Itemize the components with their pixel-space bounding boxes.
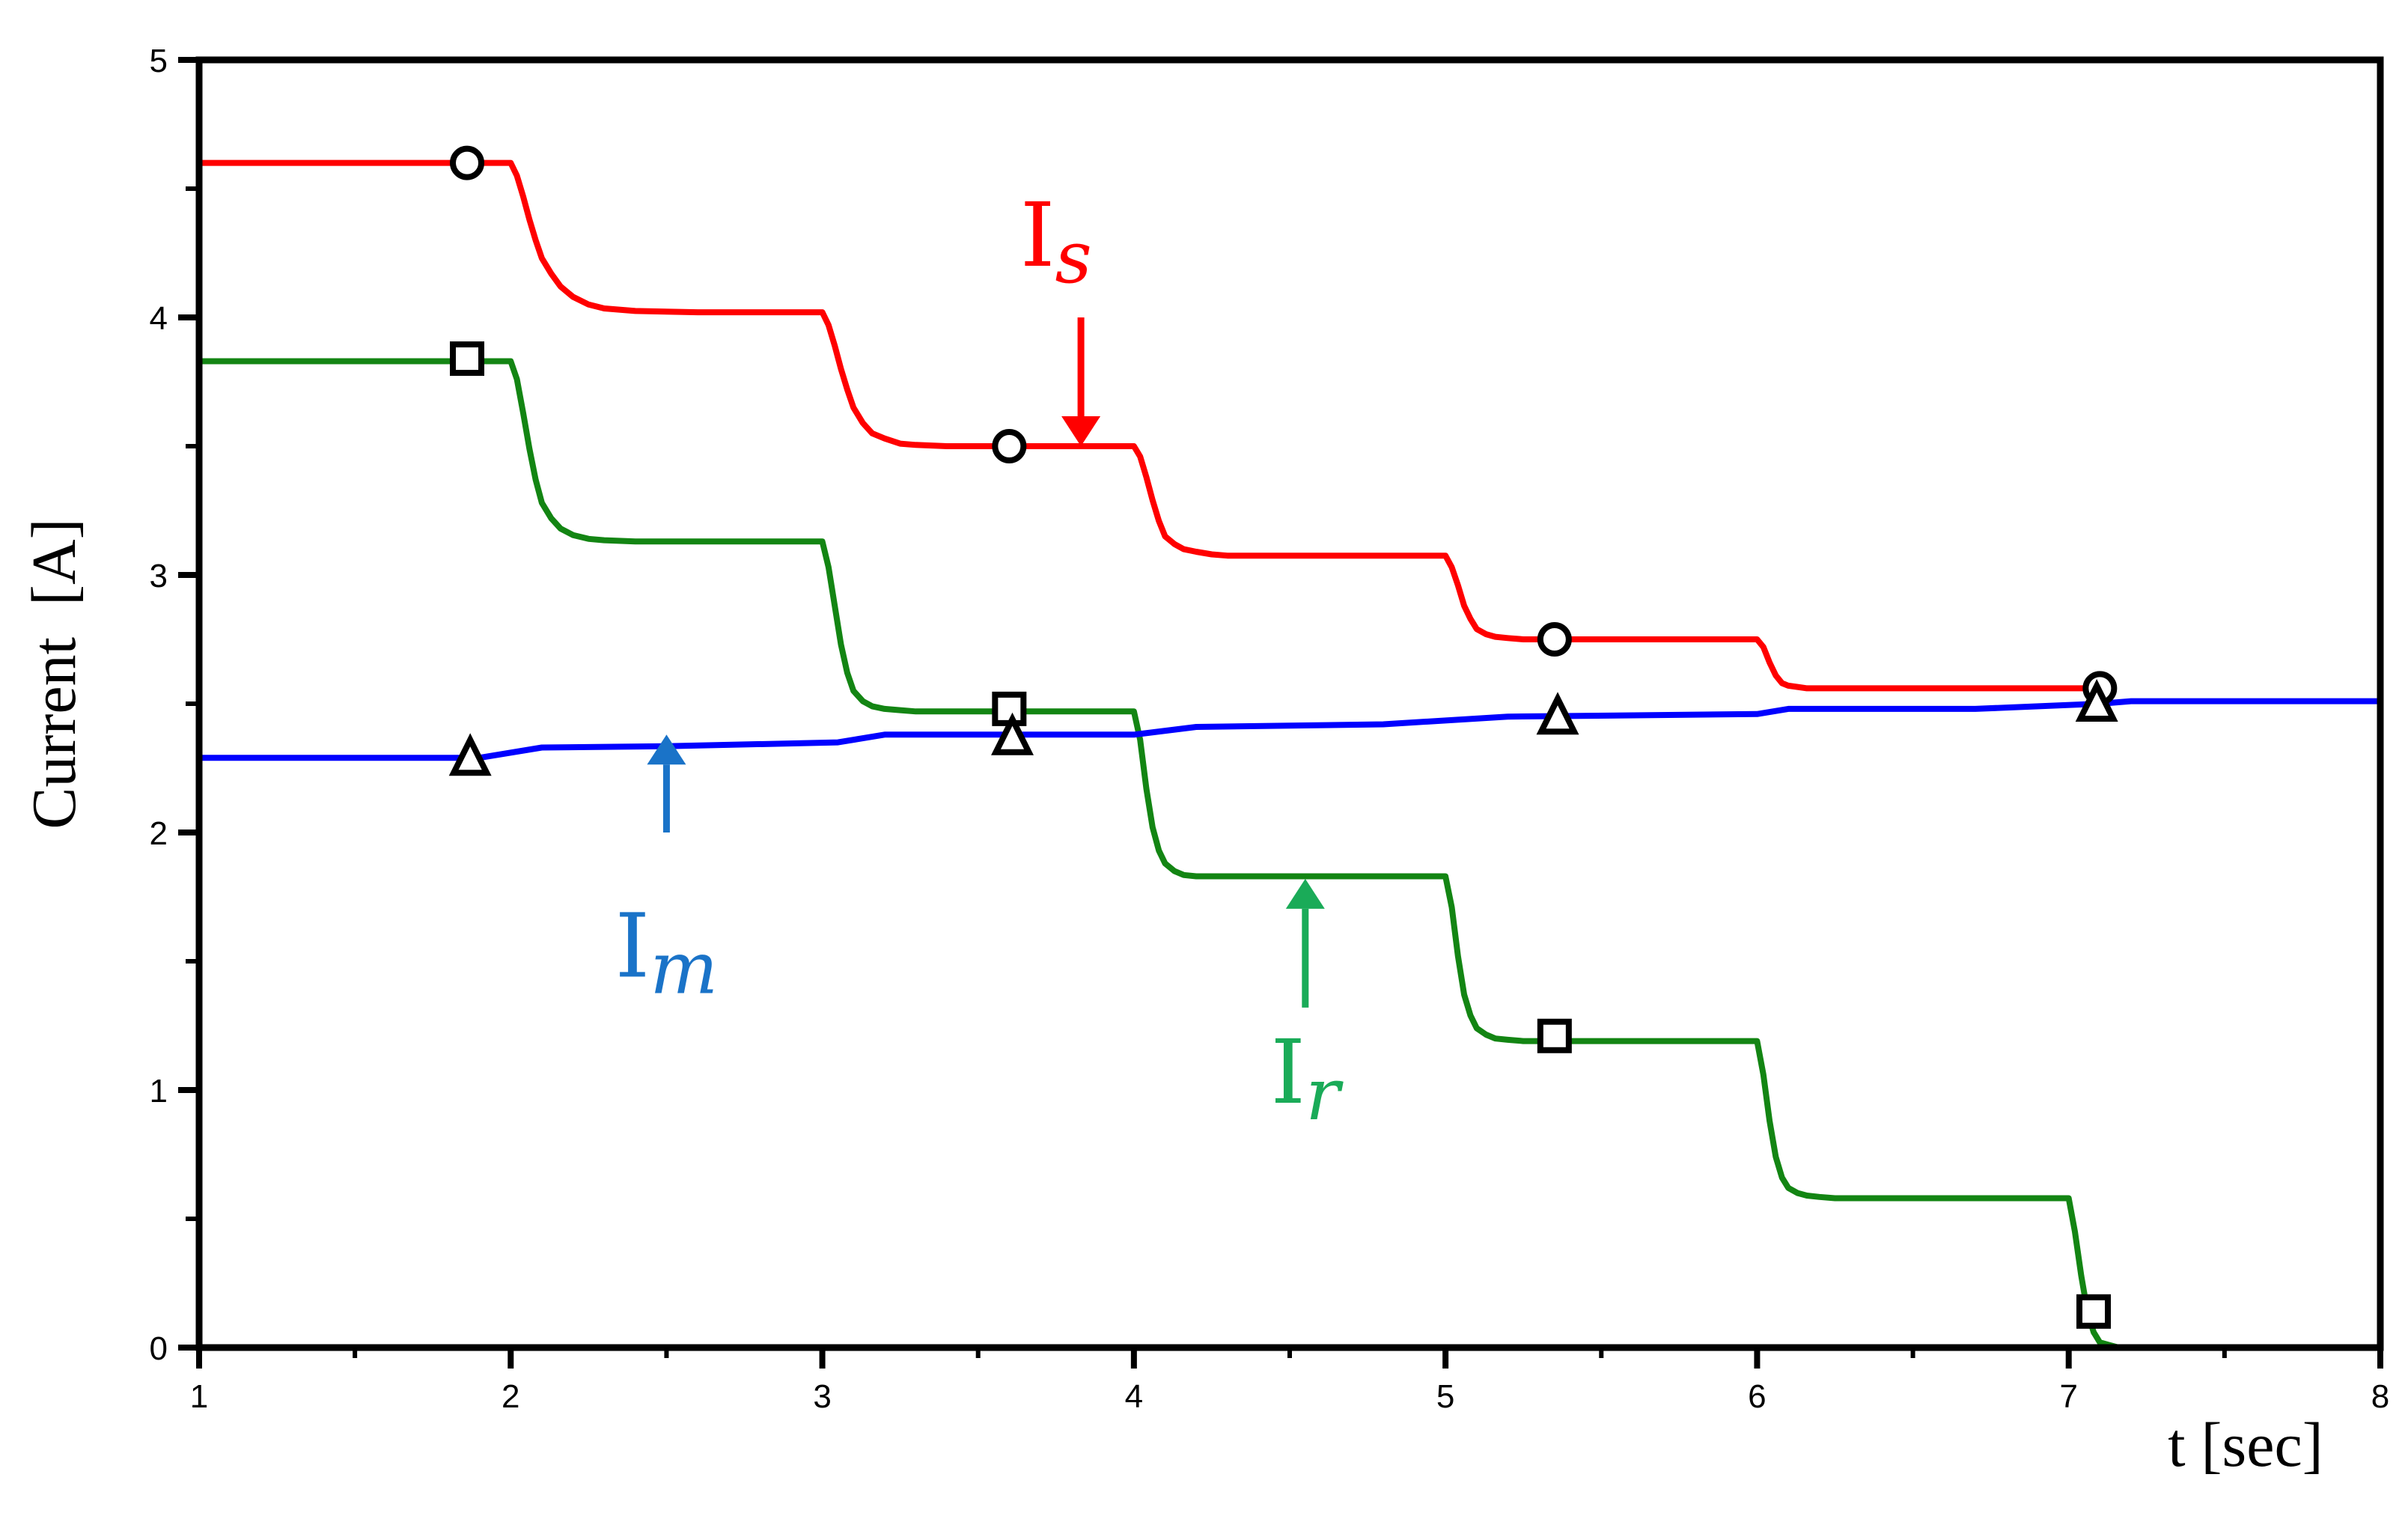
series-label-is: Is [1020,183,1092,299]
x-tick-label: 1 [190,1378,208,1415]
series-label-subscript: r [1305,1053,1344,1136]
y-tick-label: 4 [150,300,168,337]
arrow-head-ir [1285,878,1325,909]
x-tick-label: 8 [2371,1378,2389,1415]
x-tick-label: 2 [502,1378,519,1415]
triangle-marker-im [991,712,1034,755]
plot-markers [448,145,2118,1329]
x-tick-label: 5 [1436,1378,1454,1415]
circle-marker-is [992,429,1027,463]
circle-marker-is [450,145,485,180]
y-axis-title: Current [A] [19,518,89,829]
triangle-marker-im [1536,692,1579,735]
arrow-head-im [647,734,686,765]
x-tick-label: 4 [1125,1378,1143,1415]
circle-marker-is [1537,622,1572,657]
y-tick-label: 1 [150,1073,168,1109]
x-tick-label: 7 [2059,1378,2077,1415]
square-marker-ir [992,691,1027,726]
triangle-marker-im [2075,679,2118,722]
square-marker-ir [1537,1018,1572,1053]
y-tick-label: 3 [150,558,168,594]
series-label-main: I [615,895,650,998]
series-label-main: I [1271,1020,1306,1124]
y-tick-label: 2 [150,815,168,852]
plot-lines [196,159,2383,1351]
series-label-subscript: m [650,927,718,1011]
triangle-marker-im [448,733,492,776]
y-tick-label: 0 [150,1330,168,1367]
series-line-ir [196,358,2383,1351]
series-line-is [196,159,2103,692]
x-axis-title: t [sec] [2168,1410,2323,1480]
x-tick-label: 6 [1748,1378,1766,1415]
series-label-im: Im [615,895,719,1011]
series-line-im [196,698,2383,761]
x-tick-label: 3 [813,1378,831,1415]
series-label-main: I [1020,183,1055,287]
series-label-ir: Ir [1271,1020,1344,1136]
series-label-subscript: s [1055,216,1091,299]
square-marker-ir [450,341,485,377]
arrow-head-is [1061,416,1101,446]
y-tick-label: 5 [150,43,168,79]
square-marker-ir [2076,1294,2112,1329]
